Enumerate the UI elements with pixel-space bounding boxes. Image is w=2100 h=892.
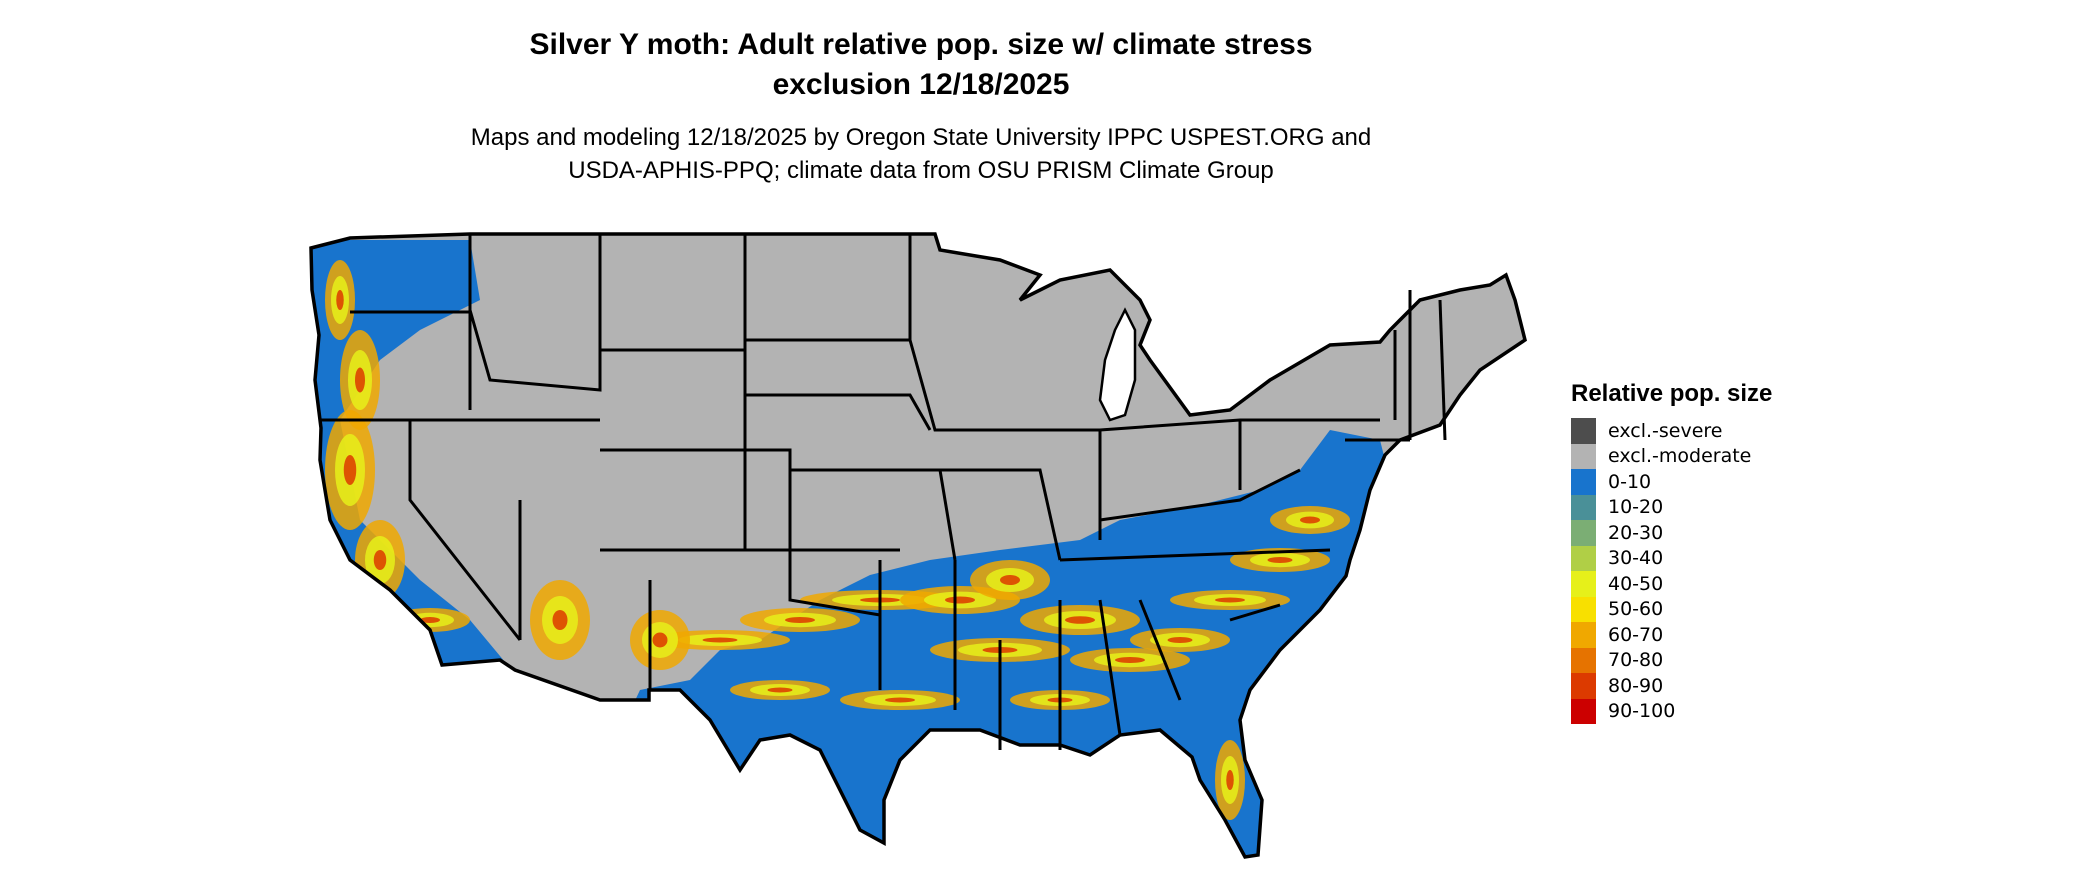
suitability-band [652, 632, 668, 648]
state-border-line [745, 393, 932, 431]
legend-label: 10-20 [1608, 496, 1664, 519]
legend-swatch [1571, 418, 1596, 444]
legend-item: 30-40 [1571, 545, 1772, 571]
legend-swatch [1571, 596, 1596, 622]
legend-item: 80-90 [1571, 673, 1772, 699]
legend-item: 60-70 [1571, 622, 1772, 648]
legend-label: excl.-moderate [1608, 445, 1752, 468]
legend-item: excl.-moderate [1571, 443, 1772, 469]
suitability-band [1226, 770, 1234, 790]
map-title-line1: Silver Y moth: Adult relative pop. size … [529, 28, 1313, 61]
state-border-line [600, 448, 792, 560]
map-title-line2: exclusion 12/18/2025 [772, 68, 1070, 101]
legend-item: 40-50 [1571, 571, 1772, 597]
suitability-band [336, 290, 344, 310]
suitability-band [420, 617, 440, 623]
suitability-band [1217, 836, 1223, 844]
suitability-band [1212, 831, 1228, 849]
suitability-band [885, 697, 915, 703]
suitability-band [785, 617, 815, 623]
suitability-band [1000, 575, 1020, 585]
suitability-band [343, 455, 357, 485]
suitability-band [1267, 557, 1293, 563]
legend-swatch [1571, 647, 1596, 673]
legend-label: 70-80 [1608, 649, 1664, 672]
state-border-line [1438, 299, 1447, 441]
legend-swatch [1571, 545, 1596, 571]
legend: Relative pop. size excl.-severe excl.-mod… [1571, 380, 1772, 724]
state-border-line [1099, 468, 1301, 522]
state-borders [320, 234, 1447, 750]
suitability-band [1300, 516, 1320, 524]
suitability-band [552, 610, 568, 630]
state-border-line [788, 560, 881, 617]
suitability-band [1115, 657, 1145, 663]
suitability-band [767, 687, 793, 693]
legend-swatch [1571, 622, 1596, 648]
suitability-band [1065, 616, 1095, 624]
state-border-line [1099, 418, 1380, 432]
legend-item: 20-30 [1571, 520, 1772, 546]
legend-label: 90-100 [1608, 700, 1676, 723]
legend-label: 20-30 [1608, 521, 1664, 544]
state-border-line [940, 468, 1062, 561]
legend-item: 50-60 [1571, 596, 1772, 622]
legend-item: 0-10 [1571, 469, 1772, 495]
suitability-band [1167, 637, 1193, 643]
legend-label: 30-40 [1608, 547, 1664, 570]
map-subtitle-line2: USDA-APHIS-PPQ; climate data from OSU PR… [568, 157, 1274, 184]
legend-swatch [1571, 443, 1596, 469]
legend-swatch [1571, 571, 1596, 597]
legend-item: excl.-severe [1571, 418, 1772, 444]
legend-label: 50-60 [1608, 598, 1664, 621]
legend-label: 0-10 [1608, 470, 1652, 493]
legend-swatch [1571, 673, 1596, 699]
lake-michigan [1098, 307, 1137, 422]
suitability-band [373, 550, 387, 570]
legend-item: 70-80 [1571, 647, 1772, 673]
legend-label: excl.-severe [1608, 419, 1723, 442]
legend-label: 60-70 [1608, 623, 1664, 646]
legend-title: Relative pop. size [1571, 380, 1773, 407]
state-border-line [1229, 603, 1281, 622]
state-border-line [408, 420, 522, 641]
legend-swatch [1571, 520, 1596, 546]
legend-swatch [1571, 698, 1596, 724]
state-border-line [1059, 548, 1331, 562]
state-border-line [1098, 599, 1122, 736]
legend-item: 10-20 [1571, 494, 1772, 520]
suitability-band [355, 367, 365, 393]
us-border [309, 232, 1527, 859]
legend-label: 40-50 [1608, 572, 1664, 595]
legend-swatch [1571, 494, 1596, 520]
suitability-band [945, 596, 975, 604]
legend-swatch [1571, 469, 1596, 495]
suitability-band [702, 637, 738, 643]
state-border-line [908, 339, 1040, 432]
state-border-line [468, 234, 602, 392]
map-subtitle-line1: Maps and modeling 12/18/2025 by Oregon S… [470, 124, 1372, 151]
suitability-band [1215, 597, 1245, 603]
legend-item: 90-100 [1571, 698, 1772, 724]
state-border-line [1138, 599, 1182, 701]
legend-label: 80-90 [1608, 674, 1664, 697]
